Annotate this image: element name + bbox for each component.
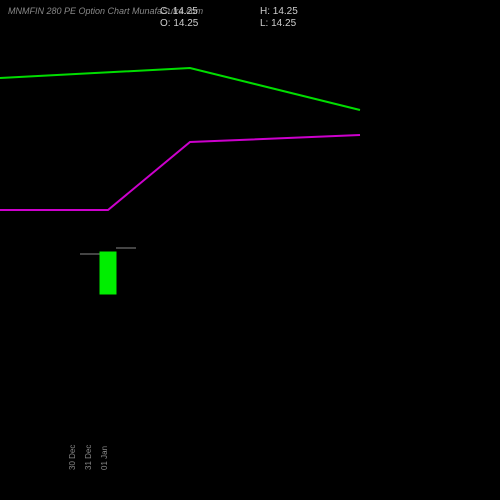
ohlc-high: H: 14.25 — [260, 6, 298, 17]
ohlc-open: O: 14.25 — [160, 18, 198, 29]
ohlc-close: C: 14.25 — [160, 6, 198, 17]
price-line-magenta — [0, 135, 360, 210]
x-tick: 31 Dec — [84, 445, 93, 470]
price-line-green — [0, 68, 360, 110]
x-tick: 01 Jan — [100, 446, 109, 470]
chart-svg — [0, 30, 500, 430]
x-axis: 30 Dec 31 Dec 01 Jan — [0, 430, 500, 490]
ohlc-low: L: 14.25 — [260, 18, 296, 29]
candle-body — [100, 252, 116, 294]
x-tick: 30 Dec — [68, 445, 77, 470]
chart-area — [0, 30, 500, 430]
